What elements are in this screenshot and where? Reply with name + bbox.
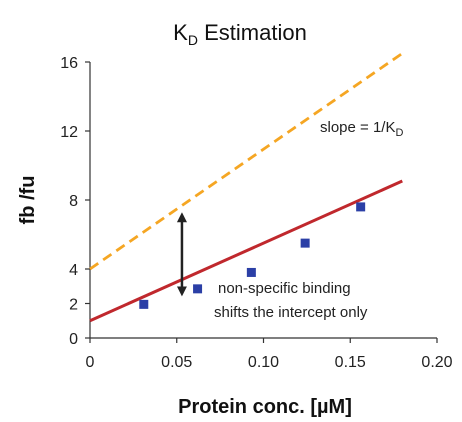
- tick-marks: [85, 61, 438, 343]
- nonspecific-fit-line: [89, 52, 404, 271]
- data-point: [139, 299, 149, 309]
- chart-title: KD Estimation: [173, 20, 307, 48]
- x-tick-label: 0.15: [335, 354, 366, 371]
- x-axis-title: Protein conc. [µM]: [178, 396, 352, 418]
- y-axis-title: fb /fu: [17, 176, 39, 225]
- x-tick-label: 0.20: [421, 354, 452, 371]
- y-tick-label: 0: [69, 331, 78, 348]
- y-tick-label: 8: [69, 193, 78, 210]
- data-point: [193, 284, 203, 294]
- tick-labels: 0 0.05 0.10 0.15 0.20 0 2 4 8 12 16: [60, 55, 452, 371]
- y-tick-label: 4: [69, 262, 78, 279]
- y-tick-label: 2: [69, 297, 78, 314]
- x-tick-label: 0.05: [161, 354, 192, 371]
- note-line-2: shifts the intercept only: [214, 304, 368, 321]
- y-tick-label: 12: [60, 124, 78, 141]
- data-points: [139, 202, 366, 309]
- data-point: [356, 202, 366, 212]
- x-tick-label: 0.10: [248, 354, 279, 371]
- x-tick-label: 0: [86, 354, 95, 371]
- y-tick-label: 16: [60, 55, 78, 72]
- note-line-1: non-specific binding: [218, 280, 351, 297]
- slope-annotation: slope = 1/KD: [320, 119, 403, 139]
- data-point: [246, 267, 256, 277]
- fit-line: [89, 179, 403, 323]
- series-lines: [89, 52, 404, 323]
- data-point: [300, 238, 310, 248]
